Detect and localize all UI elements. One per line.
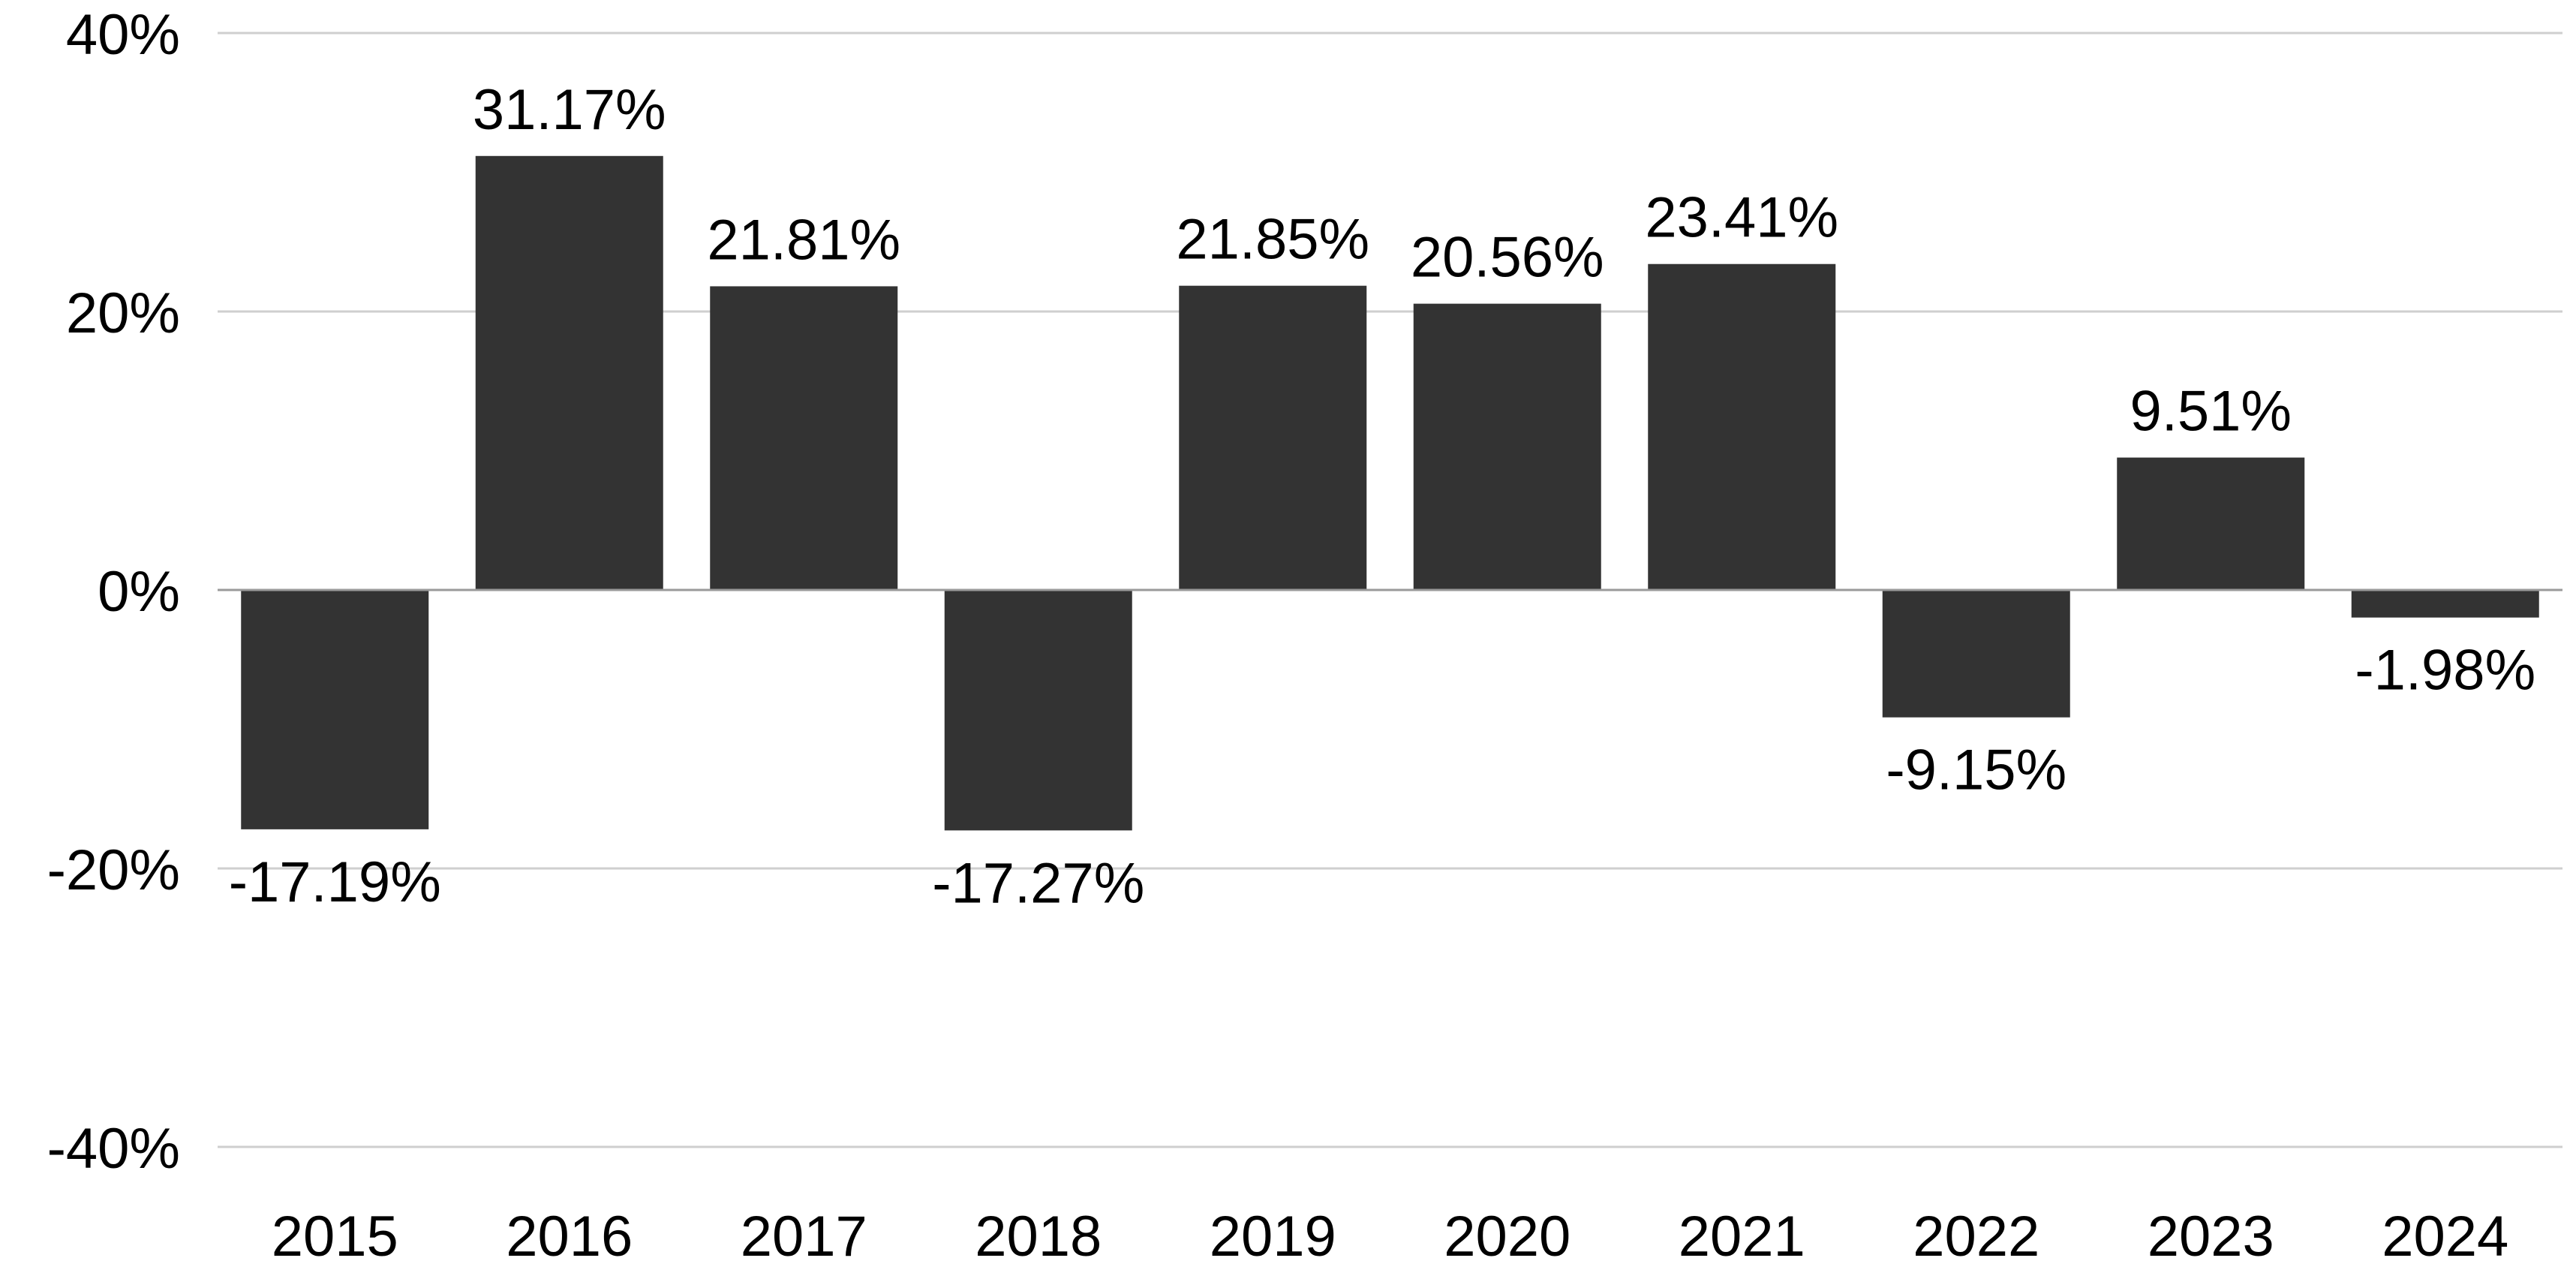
bar-2023 <box>2117 457 2305 590</box>
x-tick-label: 2017 <box>741 1205 867 1268</box>
data-label-2018: -17.27% <box>932 851 1144 915</box>
data-label-2020: 20.56% <box>1411 226 1604 290</box>
bar-2020 <box>1413 303 1601 590</box>
x-tick-label: 2018 <box>975 1205 1102 1268</box>
data-label-2016: 31.17% <box>473 78 666 142</box>
y-tick-label: 20% <box>66 281 180 345</box>
bar-2024 <box>2351 590 2539 618</box>
x-tick-label: 2020 <box>1444 1205 1571 1268</box>
y-tick-label: -20% <box>47 838 180 902</box>
data-label-2017: 21.81% <box>707 208 900 272</box>
x-tick-label: 2015 <box>272 1205 398 1268</box>
bars <box>241 155 2539 831</box>
y-axis-ticks: 40% 20% 0% -20% -40% <box>47 3 180 1181</box>
data-labels: -17.19% 31.17% 21.81% -17.27% 21.85% 20.56% 23… <box>229 78 2535 916</box>
bar-2018 <box>944 590 1132 831</box>
data-label-2022: -9.15% <box>1886 739 2067 802</box>
x-tick-label: 2023 <box>2148 1205 2274 1268</box>
y-tick-label: -40% <box>47 1117 180 1181</box>
x-tick-label: 2016 <box>506 1205 633 1268</box>
data-label-2015: -17.19% <box>229 850 441 914</box>
x-tick-label: 2022 <box>1913 1205 2039 1268</box>
x-axis-ticks: 2015 2016 2017 2018 2019 2020 2021 2022 2023 2024 <box>272 1205 2509 1268</box>
bar-2015 <box>241 590 429 829</box>
data-label-2024: -1.98% <box>2355 639 2535 703</box>
bar-2021 <box>1648 263 1836 590</box>
bar-2016 <box>475 155 663 590</box>
y-tick-label: 40% <box>66 3 180 67</box>
data-label-2019: 21.85% <box>1176 208 1369 272</box>
x-tick-label: 2021 <box>1679 1205 1805 1268</box>
y-tick-label: 0% <box>98 560 180 624</box>
bar-2019 <box>1179 285 1367 590</box>
x-tick-label: 2024 <box>2382 1205 2508 1268</box>
data-label-2021: 23.41% <box>1645 186 1838 250</box>
x-tick-label: 2019 <box>1210 1205 1336 1268</box>
bar-2017 <box>710 286 898 590</box>
bar-2022 <box>1882 590 2070 718</box>
data-label-2023: 9.51% <box>2130 380 2292 444</box>
